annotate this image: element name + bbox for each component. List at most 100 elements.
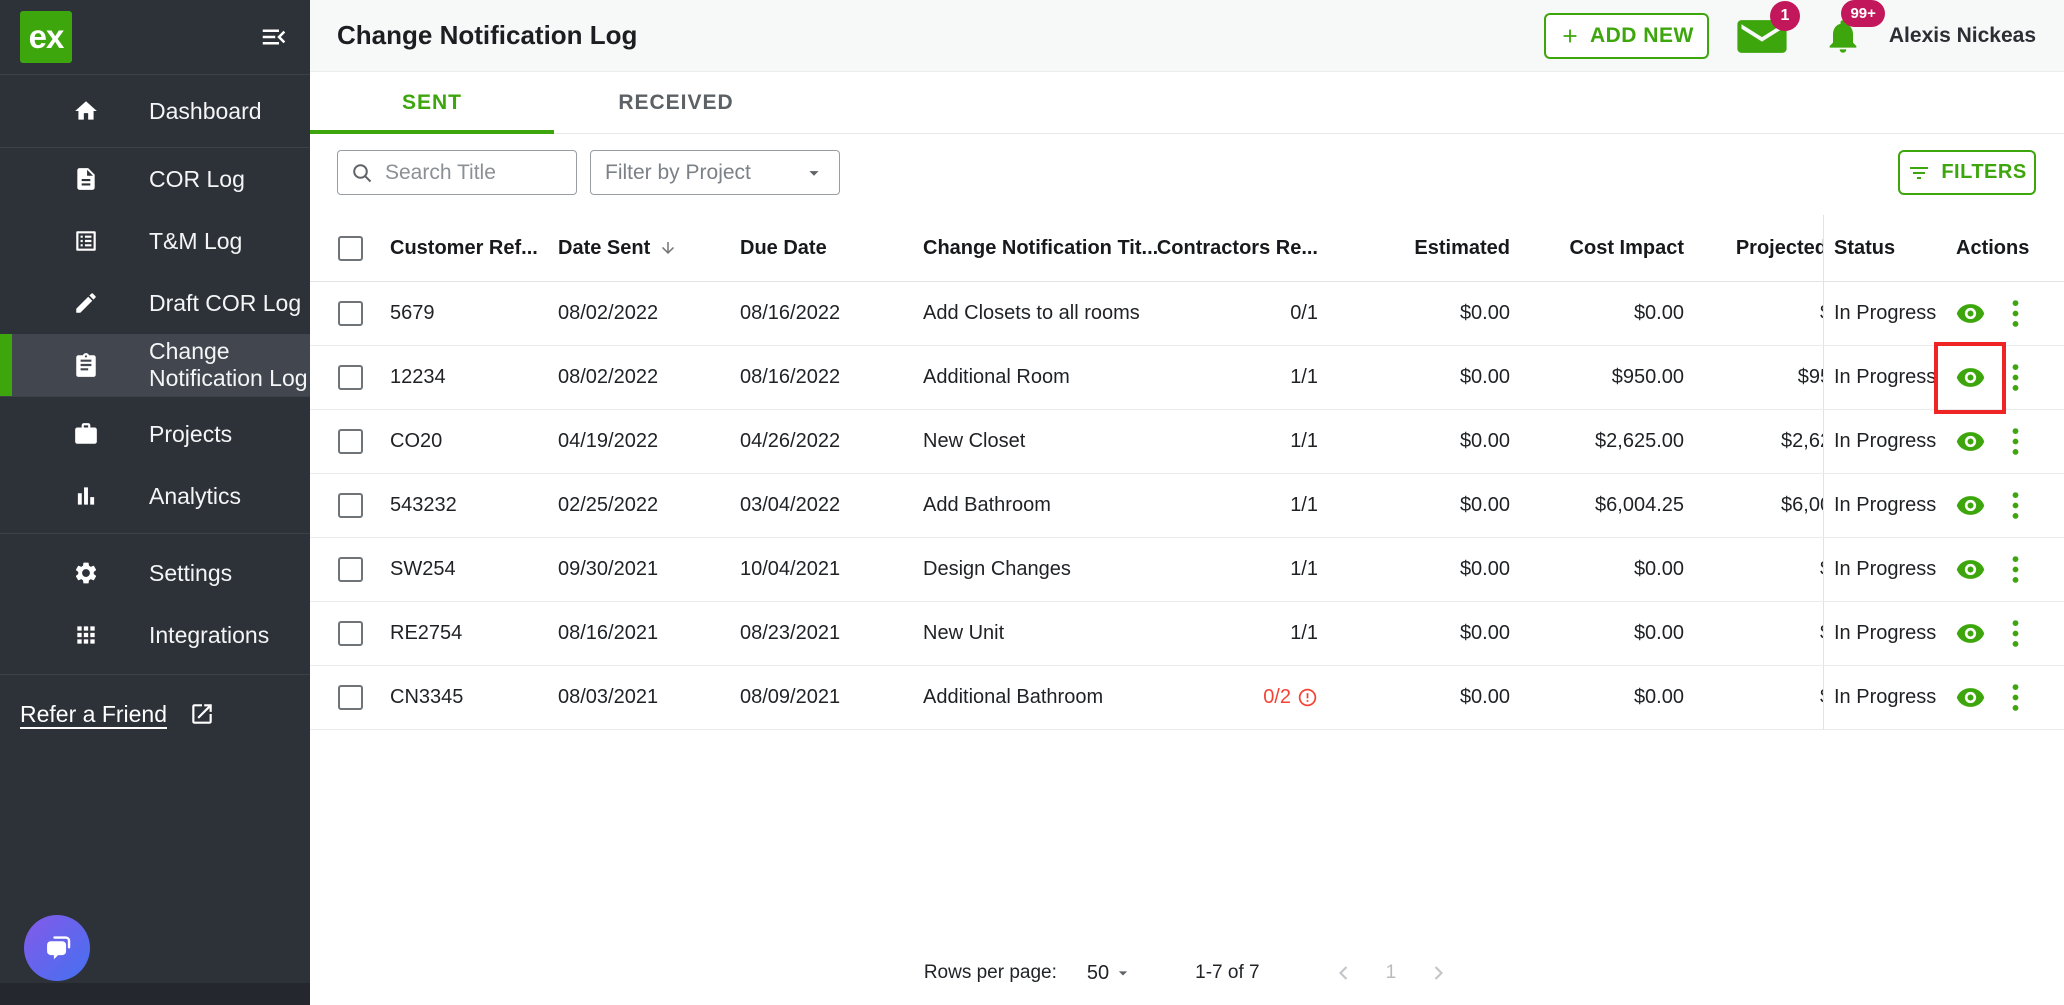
column-header-title[interactable]: Change Notification Tit... [923,236,1159,259]
refer-a-friend-link[interactable]: Refer a Friend [0,675,310,753]
row-menu-button[interactable] [2002,360,2028,396]
table-body: 5679 08/02/2022 08/16/2022 Add Closets t… [310,282,2064,730]
sidebar-item-change-notification-log[interactable]: Change Notification Log [0,334,310,396]
user-name: Alexis Nickeas [1888,24,2036,47]
sidebar-item-draft-cor-log[interactable]: Draft COR Log [0,272,310,334]
column-header-date-sent[interactable]: Date Sent [558,237,740,260]
view-button[interactable] [1952,424,1988,460]
sidebar-item-settings[interactable]: Settings [0,542,310,604]
contractors-cell: 1/1 [1196,494,1318,517]
sidebar-group-projects: Projects Analytics [0,397,310,534]
contractors-value: 0/1 [1290,302,1318,324]
sidebar-item-tm-log[interactable]: T&M Log [0,210,310,272]
tab-sent[interactable]: SENT [310,72,554,134]
next-page-button[interactable] [1426,961,1450,985]
title-cell: Additional Room [923,366,1070,388]
document-icon [77,168,95,190]
sidebar-group-dashboard: Dashboard [0,75,310,148]
column-header-customer-ref[interactable]: Customer Ref... [390,236,538,259]
due-date-cell: 10/04/2021 [740,558,841,580]
home-icon [75,101,97,120]
contractors-value: 0/2 [1263,686,1291,708]
row-menu-button[interactable] [2002,616,2028,652]
view-button[interactable] [1952,360,1988,396]
column-header-due-date[interactable]: Due Date [740,236,827,259]
projected-cell: $6,004.25 [1781,494,1823,516]
date-sent-cell: 09/30/2021 [558,558,659,580]
cost-impact-cell: $0.00 [1633,558,1684,580]
cost-impact-cell: $0.00 [1633,622,1684,644]
row-checkbox[interactable] [338,429,363,454]
view-button[interactable] [1952,552,1988,588]
menu-collapse-icon[interactable] [258,21,290,53]
kebab-icon [2012,492,2018,519]
sidebar-item-label: Analytics [149,482,242,509]
tab-received[interactable]: RECEIVED [618,90,734,114]
pencil-icon [76,293,96,313]
row-menu-button[interactable] [2002,488,2028,524]
external-link-icon [192,704,212,724]
row-scroll-columns: 5679 08/02/2022 08/16/2022 Add Closets t… [310,282,1823,345]
table-row: 543232 02/25/2022 03/04/2022 Add Bathroo… [310,474,2064,538]
sidebar-item-label: T&M Log [149,227,243,254]
project-filter-value: Filter by Project [605,160,751,184]
search-title-field[interactable] [337,150,577,195]
column-header-status[interactable]: Status [1834,236,1896,259]
row-menu-button[interactable] [2002,424,2028,460]
chat-launcher-button[interactable] [24,915,90,981]
row-checkbox[interactable] [338,557,363,582]
top-bar: Change Notification Log ADD NEW 1 99+ Al… [310,0,2064,72]
sidebar-item-projects[interactable]: Projects [0,403,310,465]
search-input[interactable] [385,160,564,185]
customer-ref-cell: 543232 [390,494,457,516]
view-button[interactable] [1952,616,1988,652]
notifications-button[interactable]: 99+ [1823,0,1885,58]
sidebar-item-dashboard[interactable]: Dashboard [0,75,310,147]
column-header-estimated[interactable]: Estimated [1414,236,1510,259]
project-filter-select[interactable]: Filter by Project [590,150,840,195]
title-cell: Add Bathroom [923,494,1051,516]
previous-page-button[interactable] [1332,961,1356,985]
status-cell: In Progress [1834,302,1937,324]
eye-icon [1956,560,1984,579]
pagination-nav: 1 [1332,961,1451,985]
row-menu-button[interactable] [2002,296,2028,332]
caret-down-icon [809,170,819,176]
sidebar-item-integrations[interactable]: Integrations [0,604,310,666]
eye-icon [1956,368,1984,387]
add-new-label: ADD NEW [1589,24,1694,47]
bar-chart-icon [77,487,95,505]
sidebar-item-label: Draft COR Log [149,289,302,316]
view-button[interactable] [1952,296,1988,332]
contractors-cell: 1/1 [1196,558,1318,581]
cost-impact-cell: $0.00 [1633,302,1684,324]
mail-badge: 1 [1769,0,1800,31]
view-button[interactable] [1952,680,1988,716]
mail-icon [1737,19,1787,53]
chat-icon [47,936,71,960]
select-all-checkbox[interactable] [338,235,363,261]
row-checkbox[interactable] [338,621,363,646]
main-content: Change Notification Log ADD NEW 1 99+ Al… [310,0,2064,1005]
messages-button[interactable]: 1 [1737,0,1800,57]
filters-button[interactable]: FILTERS [1898,150,2036,195]
pagination-bar: Rows per page: 50 1-7 of 7 1 [310,948,2064,998]
page-number[interactable]: 1 [1385,962,1397,983]
row-menu-button[interactable] [2002,552,2028,588]
row-menu-button[interactable] [2002,680,2028,716]
column-header-cost-impact[interactable]: Cost Impact [1569,236,1684,259]
rows-per-page-select[interactable]: 50 [1087,962,1133,985]
add-new-button[interactable]: ADD NEW [1543,13,1709,59]
sidebar-item-analytics[interactable]: Analytics [0,465,310,527]
view-button[interactable] [1952,488,1988,524]
row-checkbox[interactable] [338,685,363,710]
row-checkbox[interactable] [338,301,363,326]
projected-cell: $2,625.00 [1781,430,1823,452]
table-row: CN3345 08/03/2021 08/09/2021 Additional … [310,666,2064,730]
contractors-value: 1/1 [1290,622,1318,644]
column-header-projected[interactable]: Projected [1735,236,1823,259]
row-checkbox[interactable] [338,365,363,390]
column-header-contractors[interactable]: Contractors Re... [1156,236,1318,259]
sidebar-item-cor-log[interactable]: COR Log [0,148,310,210]
row-checkbox[interactable] [338,493,363,518]
